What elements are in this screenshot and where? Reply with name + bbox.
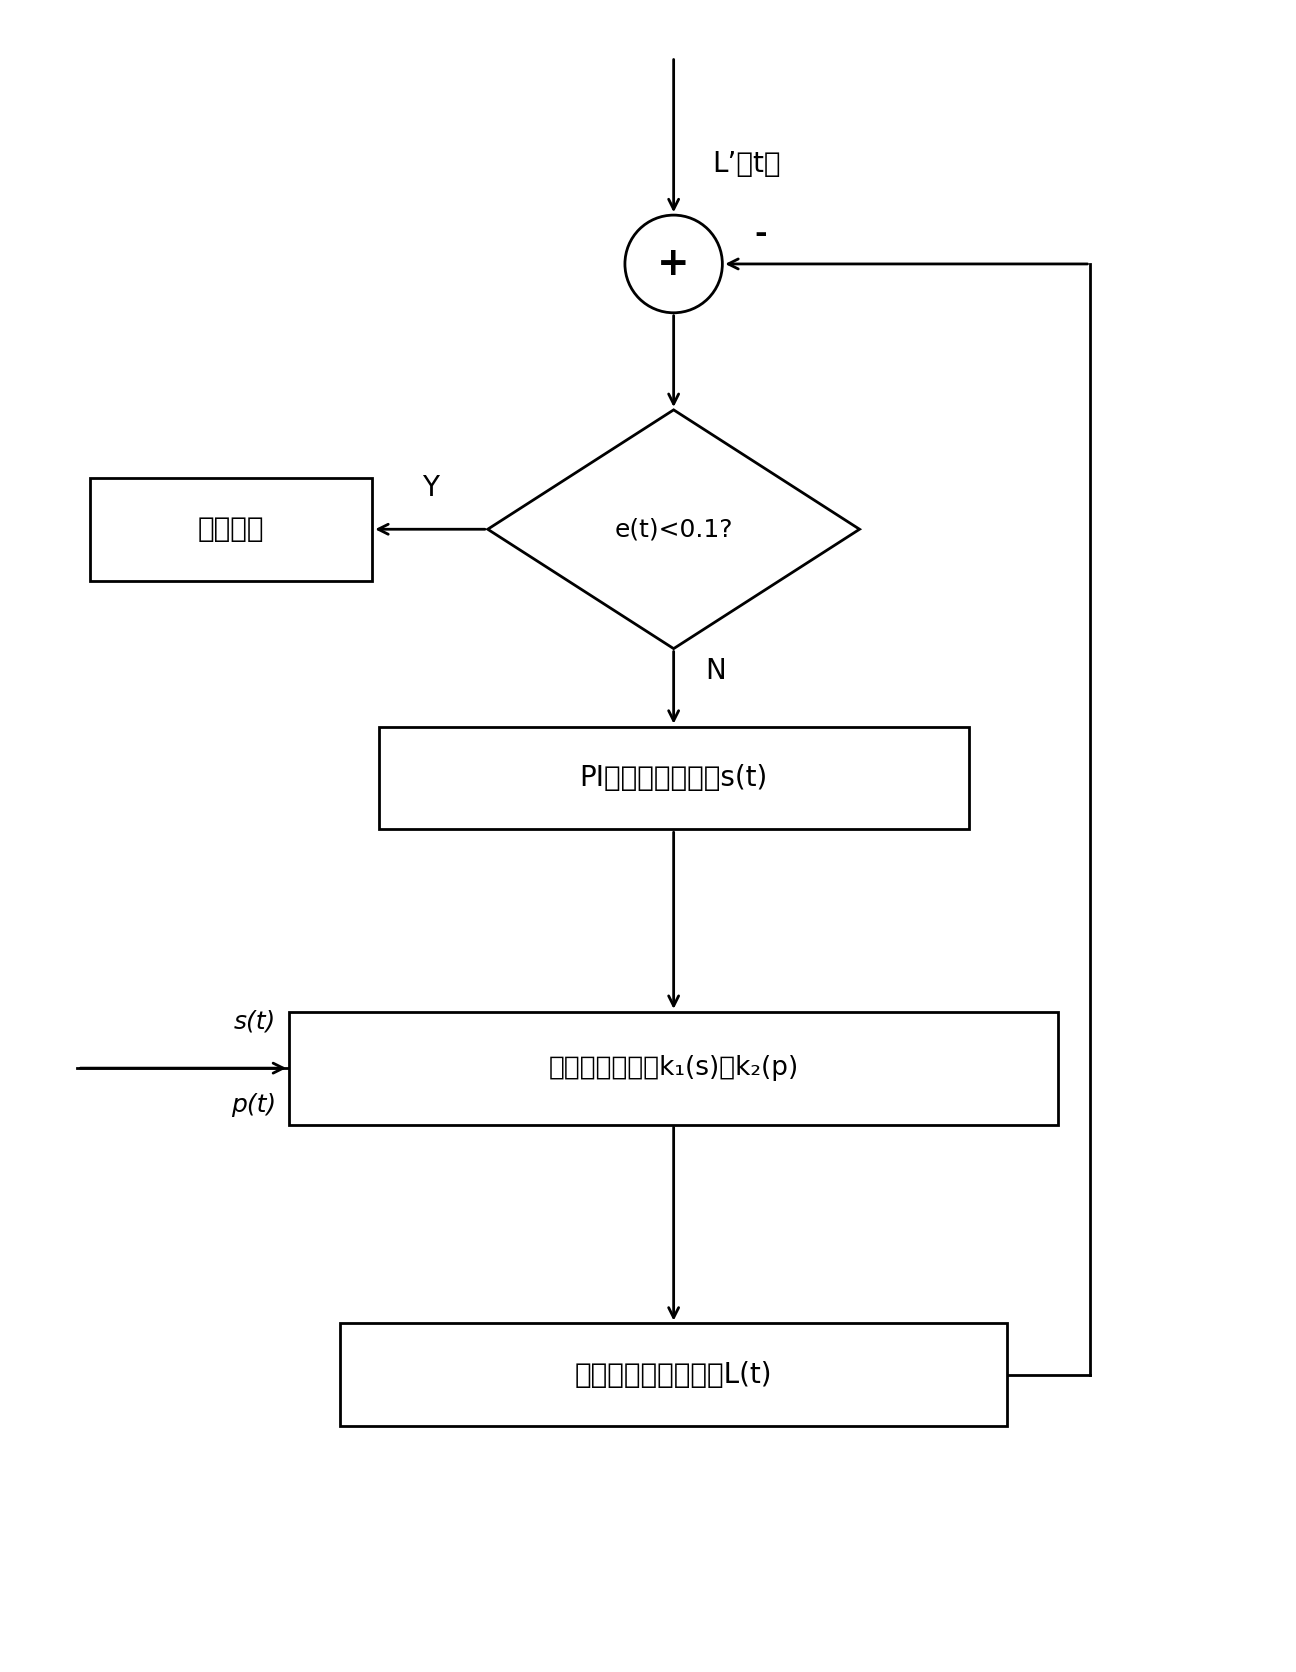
Text: e(t)<0.1?: e(t)<0.1? — [614, 517, 734, 542]
Text: 模糊控制器查找k₁(s)和k₂(p): 模糊控制器查找k₁(s)和k₂(p) — [548, 1055, 798, 1082]
Text: p(t): p(t) — [231, 1092, 276, 1117]
Text: 输出泵速: 输出泵速 — [198, 515, 264, 543]
Text: Y: Y — [421, 473, 438, 502]
Bar — [378, 727, 968, 829]
Bar — [91, 478, 372, 580]
Bar — [341, 1324, 1007, 1426]
Text: N: N — [706, 657, 727, 686]
Text: 计算蟠动泵输出流量L(t): 计算蟠动泵输出流量L(t) — [575, 1361, 772, 1389]
Text: -: - — [754, 219, 767, 249]
Polygon shape — [487, 410, 859, 649]
Text: s(t): s(t) — [235, 1010, 276, 1033]
Ellipse shape — [625, 216, 722, 313]
Text: +: + — [657, 246, 689, 283]
Bar — [289, 1012, 1059, 1125]
Text: L’（t）: L’（t） — [712, 150, 780, 179]
Text: PI调节器调节泵速s(t): PI调节器调节泵速s(t) — [579, 764, 767, 793]
